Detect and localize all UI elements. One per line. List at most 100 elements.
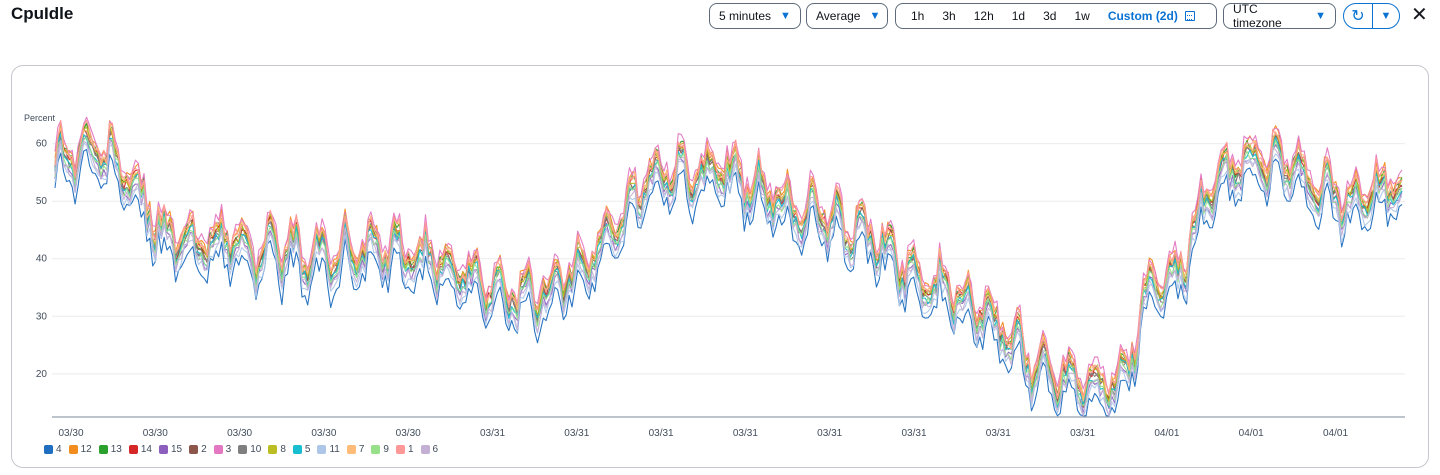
legend-item-13[interactable]: 13 <box>98 444 122 455</box>
legend-swatch <box>44 445 53 454</box>
legend-item-1[interactable]: 1 <box>395 444 414 455</box>
legend-label: 6 <box>432 444 439 455</box>
x-tick-label: 03/30 <box>227 428 252 439</box>
legend-label: 3 <box>225 444 232 455</box>
range-1d[interactable]: 1d <box>1011 9 1026 23</box>
statistic-toolbar: Average ▼ <box>806 3 888 29</box>
legend-swatch <box>189 445 199 454</box>
y-tick-label: 30 <box>36 311 48 322</box>
legend-swatch <box>420 445 430 454</box>
x-tick-label: 03/30 <box>311 428 336 439</box>
legend-label: 4 <box>56 444 62 455</box>
range-custom[interactable]: Custom (2d) <box>1107 9 1178 23</box>
legend-item-5[interactable]: 5 <box>292 444 311 455</box>
close-icon[interactable]: ✕ <box>1411 4 1428 26</box>
legend-label: 1 <box>407 444 414 455</box>
x-tick-label: 03/30 <box>396 428 421 439</box>
legend-label: 7 <box>358 444 365 455</box>
statistic-label: Average <box>816 9 861 23</box>
y-tick-label: 60 <box>36 139 48 150</box>
legend-item-6[interactable]: 6 <box>420 444 439 455</box>
legend-label: 8 <box>280 444 286 455</box>
legend-swatch <box>317 445 327 454</box>
statistic-select[interactable]: Average ▼ <box>806 3 888 29</box>
y-tick-label: 40 <box>36 254 48 265</box>
period-toolbar: 5 minutes ▼ <box>709 3 801 29</box>
legend-item-9[interactable]: 9 <box>371 444 389 455</box>
legend-swatch <box>268 445 278 454</box>
chart-legend: 4 12 13 14 15 2 3 10 8 5 11 7 9 1 6 <box>44 444 445 455</box>
legend-swatch <box>292 445 302 454</box>
x-tick-label: 03/31 <box>986 428 1011 439</box>
y-axis-label: Percent <box>24 113 56 123</box>
legend-swatch <box>371 445 381 454</box>
timezone-select[interactable]: UTC timezone ▼ <box>1223 2 1336 30</box>
legend-swatch <box>346 445 356 454</box>
chart-panel <box>11 65 1429 468</box>
legend-item-4[interactable]: 4 <box>44 444 62 455</box>
legend-item-2[interactable]: 2 <box>189 444 207 455</box>
legend-swatch <box>98 445 108 454</box>
range-3h[interactable]: 3h <box>942 9 956 23</box>
refresh-toolbar: ↻ ▼ <box>1343 3 1400 29</box>
x-tick-label: 03/31 <box>564 428 589 439</box>
legend-label: 12 <box>80 444 92 455</box>
x-tick-label: 03/31 <box>733 428 758 439</box>
x-tick-label: 03/31 <box>649 428 674 439</box>
x-tick-label: 03/30 <box>143 428 168 439</box>
y-tick-label: 20 <box>36 369 48 380</box>
legend-item-10[interactable]: 10 <box>238 444 261 455</box>
legend-item-14[interactable]: 14 <box>128 444 152 455</box>
refresh-icon[interactable]: ↻ <box>1344 4 1373 28</box>
x-tick-label: 04/01 <box>1239 428 1264 439</box>
calendar-icon[interactable] <box>1184 11 1195 21</box>
refresh-options-caret-icon[interactable]: ▼ <box>1380 10 1392 22</box>
legend-label: 10 <box>250 444 262 455</box>
timezone-label: UTC timezone <box>1233 2 1282 30</box>
range-1h[interactable]: 1h <box>911 9 925 23</box>
range-12h[interactable]: 12h <box>973 9 994 23</box>
legend-swatch <box>395 445 405 454</box>
caret-down-icon: ▼ <box>780 10 791 22</box>
series-line-6 <box>54 139 1403 417</box>
range-toolbar: 1h 3h 12h 1d 3d 1w Custom (2d) <box>895 3 1217 29</box>
caret-down-icon: ▼ <box>1315 10 1326 22</box>
range-1w[interactable]: 1w <box>1074 9 1090 23</box>
x-tick-label: 04/01 <box>1323 428 1348 439</box>
legend-label: 14 <box>140 444 152 455</box>
legend-item-15[interactable]: 15 <box>158 444 183 455</box>
x-tick-label: 03/31 <box>817 428 842 439</box>
series-line-1 <box>54 119 1403 398</box>
x-tick-label: 03/31 <box>480 428 505 439</box>
refresh-split-button: ↻ ▼ <box>1343 3 1400 29</box>
legend-item-8[interactable]: 8 <box>268 444 286 455</box>
timezone-toolbar: UTC timezone ▼ <box>1223 2 1336 30</box>
legend-label: 9 <box>383 444 389 455</box>
range-3d[interactable]: 3d <box>1043 9 1057 23</box>
legend-label: 15 <box>170 444 183 455</box>
time-range-selector: 1h 3h 12h 1d 3d 1w Custom (2d) <box>895 3 1217 29</box>
legend-label: 5 <box>304 444 311 455</box>
page-title: CpuIdle <box>11 4 74 23</box>
y-tick-label: 50 <box>36 196 48 207</box>
legend-swatch <box>238 445 248 454</box>
legend-item-11[interactable]: 11 <box>317 444 340 455</box>
legend-swatch <box>213 445 223 454</box>
x-tick-label: 04/01 <box>1154 428 1179 439</box>
x-tick-label: 03/31 <box>1070 428 1095 439</box>
legend-swatch <box>128 445 138 454</box>
legend-item-12[interactable]: 12 <box>68 444 92 455</box>
legend-item-3[interactable]: 3 <box>213 444 232 455</box>
x-tick-label: 03/31 <box>901 428 926 439</box>
legend-label: 13 <box>110 444 122 455</box>
period-label: 5 minutes <box>719 9 772 23</box>
period-select[interactable]: 5 minutes ▼ <box>709 3 801 29</box>
legend-label: 11 <box>329 444 340 455</box>
legend-label: 2 <box>201 444 207 455</box>
legend-item-7[interactable]: 7 <box>346 444 365 455</box>
legend-swatch <box>158 445 168 454</box>
x-tick-label: 03/30 <box>58 428 83 439</box>
caret-down-icon: ▼ <box>869 10 881 22</box>
legend-swatch <box>68 445 78 454</box>
